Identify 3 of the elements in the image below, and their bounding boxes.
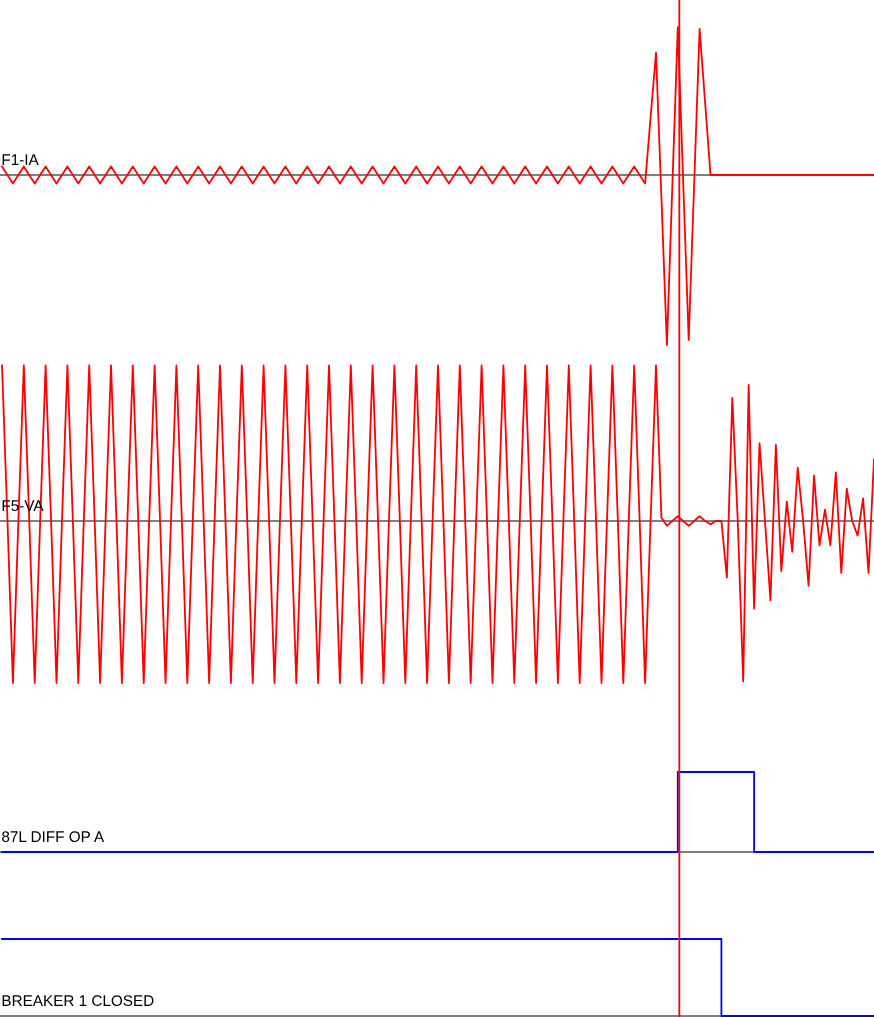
text: BREAKER 1 CLOSED (2, 995, 154, 1007)
series-label: 87L DIFF OP A (2, 831, 105, 843)
series-label: F1-IA (2, 154, 39, 165)
